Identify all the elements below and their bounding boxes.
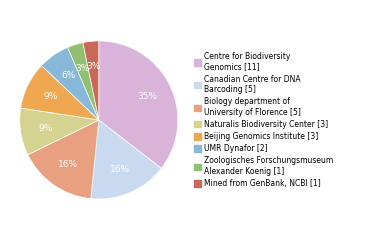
Text: 35%: 35% — [137, 92, 157, 101]
Text: 3%: 3% — [76, 64, 90, 73]
Text: 16%: 16% — [58, 160, 78, 169]
Wedge shape — [20, 108, 99, 155]
Text: 16%: 16% — [110, 165, 130, 174]
Wedge shape — [21, 66, 99, 120]
Legend: Centre for Biodiversity
Genomics [11], Canadian Centre for DNA
Barcoding [5], Bi: Centre for Biodiversity Genomics [11], C… — [194, 52, 333, 188]
Wedge shape — [83, 41, 99, 120]
Wedge shape — [68, 42, 99, 120]
Text: 9%: 9% — [43, 92, 58, 101]
Text: 9%: 9% — [38, 124, 53, 133]
Wedge shape — [41, 47, 99, 120]
Text: 3%: 3% — [86, 62, 101, 71]
Wedge shape — [91, 120, 161, 199]
Text: 6%: 6% — [61, 71, 75, 80]
Wedge shape — [99, 41, 178, 168]
Wedge shape — [28, 120, 99, 199]
